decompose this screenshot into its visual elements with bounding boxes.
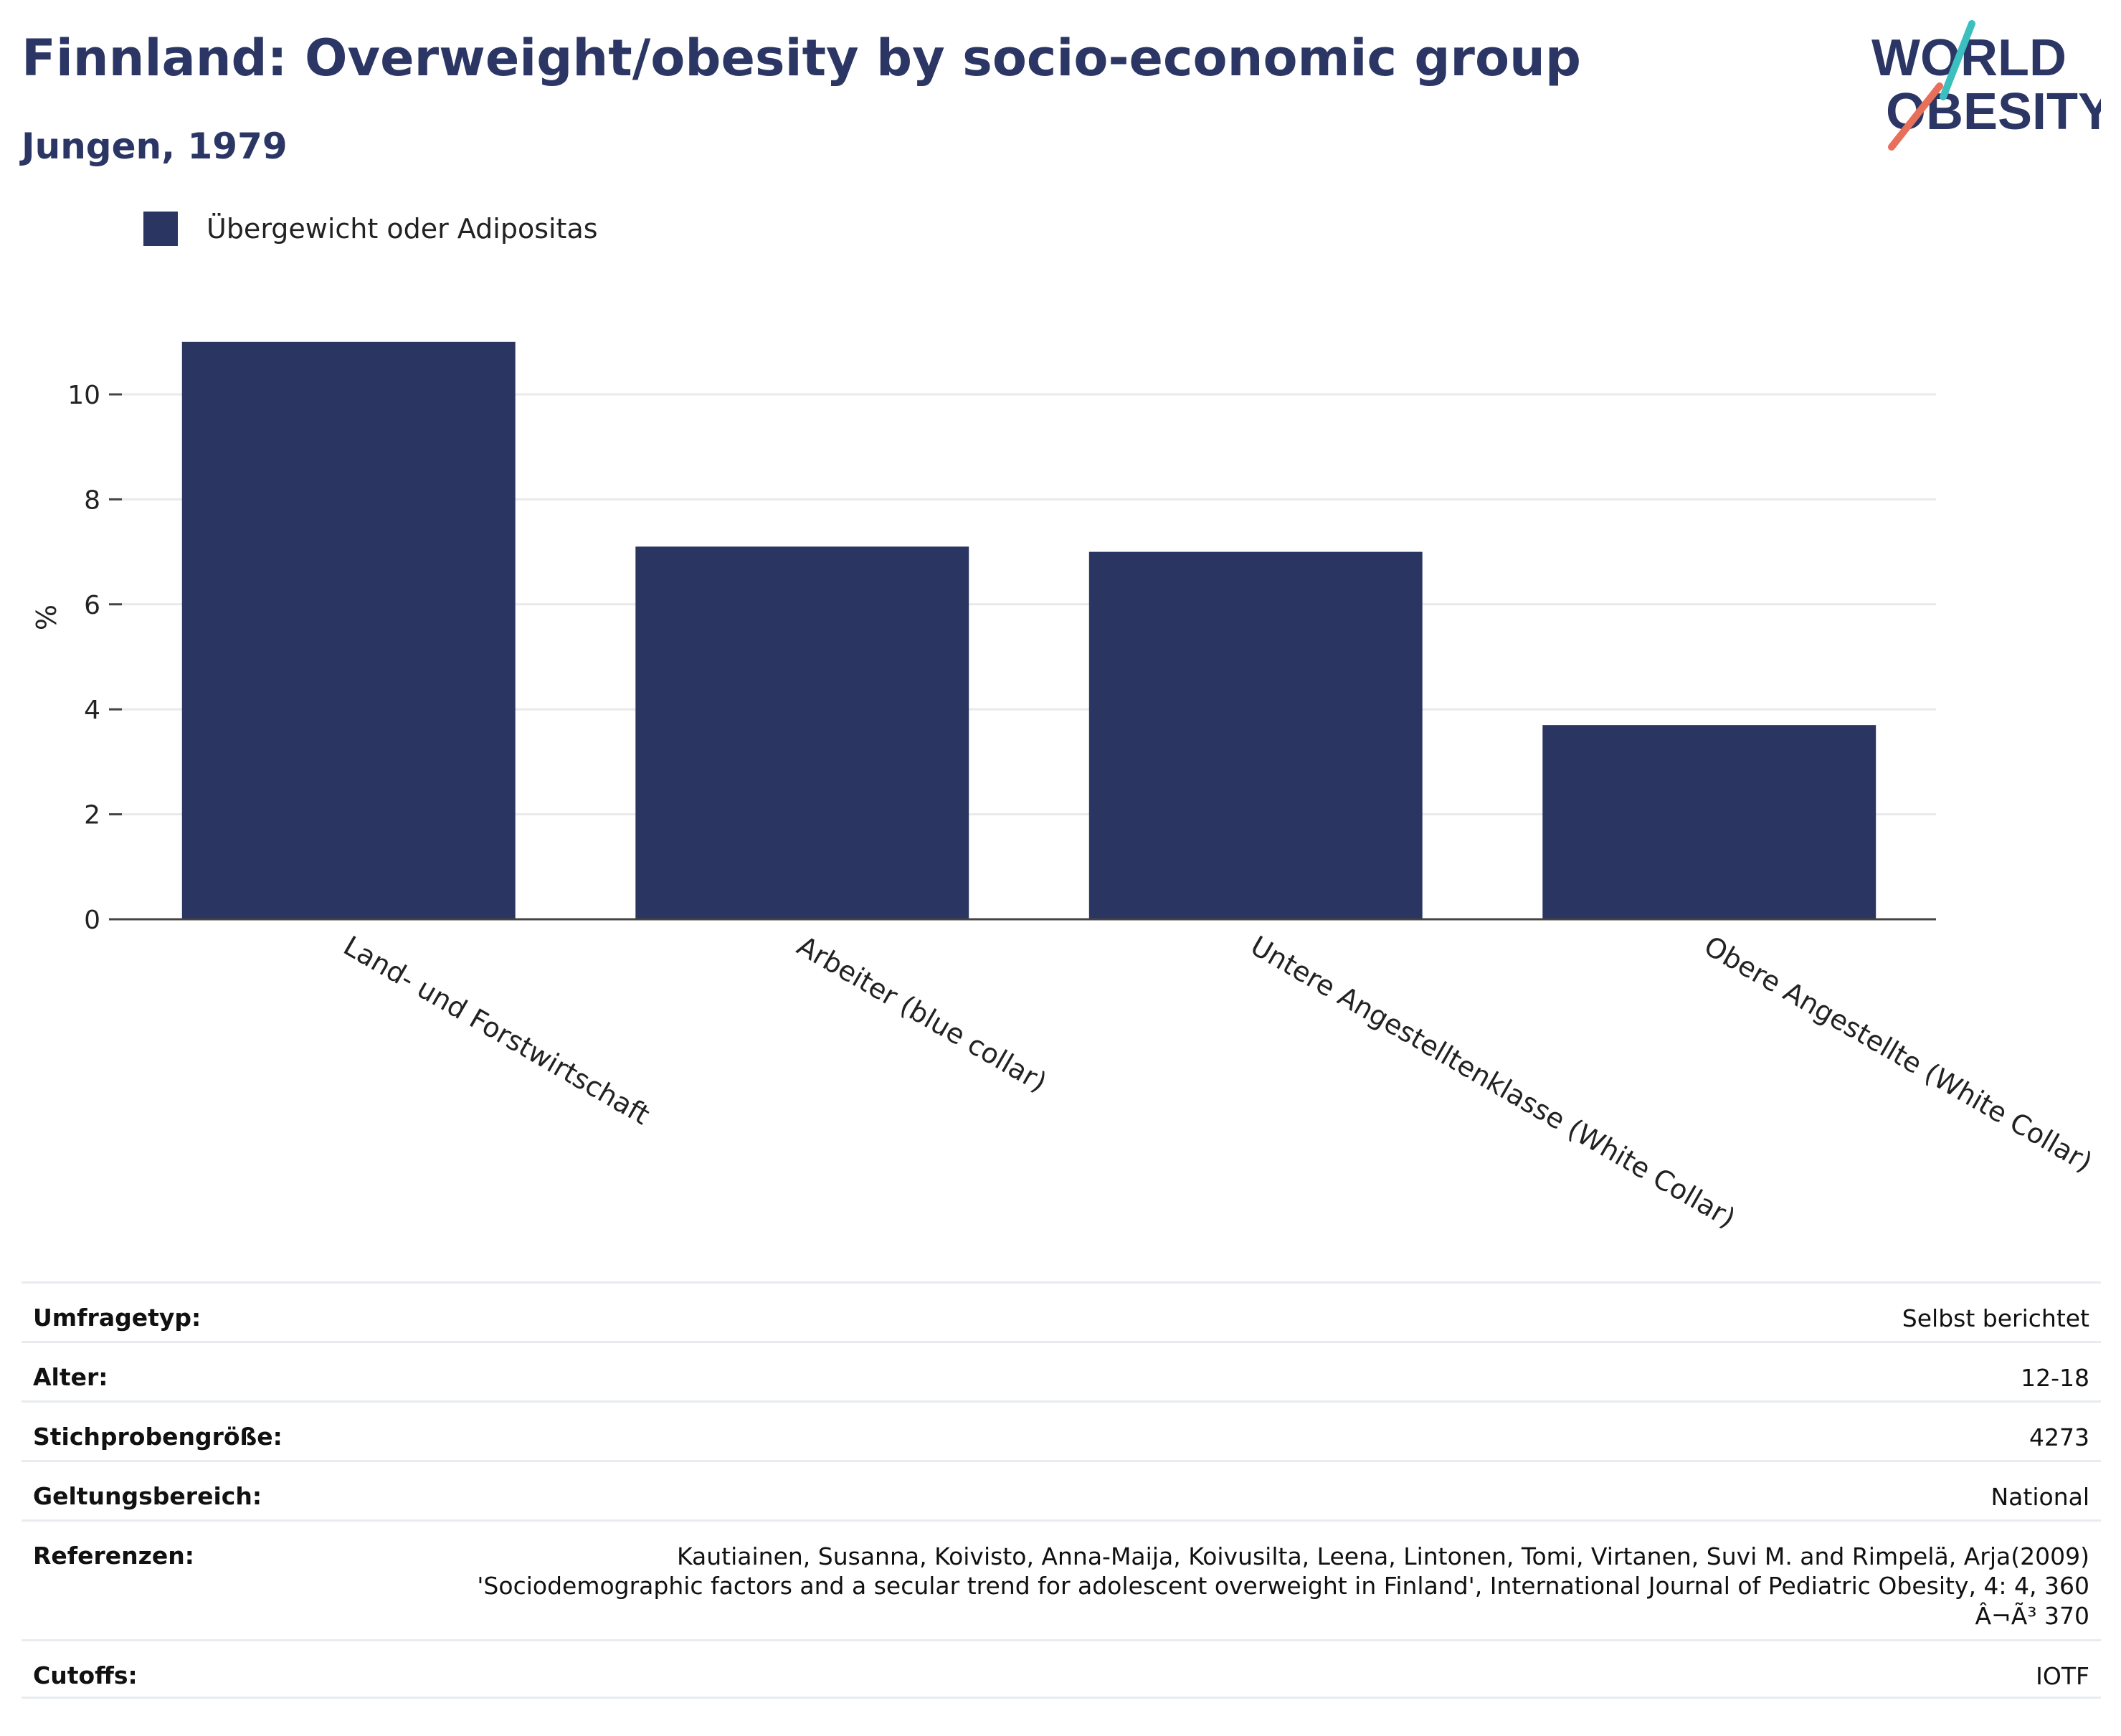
world-obesity-logo: WORLD OBESITY (1871, 20, 2101, 151)
x-tick-label: Untere Angestelltenklasse (White Collar) (1245, 930, 1741, 1234)
metadata-value: 4273 (2029, 1423, 2089, 1452)
x-tick-label: Arbeiter (blue collar) (792, 930, 1052, 1099)
bar (181, 341, 516, 919)
y-tick-label: 0 (84, 906, 100, 935)
metadata-row: Referenzen: Kautiainen, Susanna, Koivisto… (22, 1519, 2101, 1639)
metadata-row: Alter: 12-18 (22, 1341, 2101, 1400)
page-title: Finnland: Overweight/obesity by socio-ec… (22, 29, 1581, 87)
chart-legend[interactable]: Übergewicht oder Adipositas (143, 212, 598, 246)
metadata-value-line: 4273 (2029, 1423, 2089, 1451)
metadata-value: Kautiainen, Susanna, Koivisto, Anna-Maij… (477, 1542, 2089, 1631)
y-tick-label: 2 (84, 801, 100, 830)
metadata-row: Geltungsbereich: National (22, 1460, 2101, 1519)
metadata-value-line: National (1990, 1483, 2089, 1511)
metadata-label: Stichprobengröße: (33, 1423, 283, 1451)
metadata-value: Selbst berichtet (1902, 1304, 2089, 1333)
metadata-value: 12-18 (2021, 1363, 2089, 1393)
y-tick-label: 6 (84, 591, 100, 620)
page-subtitle: Jungen, 1979 (22, 125, 288, 167)
metadata-value-line: Â¬Ã³ 370 (1975, 1601, 2089, 1630)
bar (635, 546, 969, 919)
bar-chart: 0 2 4 6 8 10% Land- und Forstwirtschaft Arbeite… (31, 341, 2097, 1234)
metadata-label: Geltungsbereich: (33, 1482, 262, 1510)
metadata-row: Stichprobengröße: 4273 (22, 1400, 2101, 1460)
metadata-value-line: Kautiainen, Susanna, Koivisto, Anna-Maij… (676, 1542, 2089, 1570)
metadata-label: Cutoffs: (33, 1661, 138, 1689)
x-tick-label: Obere Angestellte (White Collar) (1699, 930, 2097, 1179)
legend-label: Übergewicht oder Adipositas (207, 213, 598, 245)
bar (1542, 725, 1876, 919)
y-axis-title: % (31, 604, 62, 630)
x-tick-label: Land- und Forstwirtschaft (338, 930, 655, 1131)
metadata-table: Umfragetyp: Selbst berichtet Alter: 12-18 St… (22, 1281, 2101, 1699)
metadata-value-line: 12-18 (2021, 1364, 2089, 1392)
logo-slash-teal (1940, 20, 1975, 100)
metadata-label: Umfragetyp: (33, 1304, 201, 1332)
logo-slash-coral (1888, 82, 1943, 151)
metadata-label: Alter: (33, 1363, 108, 1391)
bar (1088, 551, 1423, 919)
metadata-value: IOTF (2036, 1661, 2089, 1691)
metadata-row: Cutoffs: IOTF (22, 1639, 2101, 1699)
metadata-row: Umfragetyp: Selbst berichtet (22, 1281, 2101, 1341)
metadata-value: National (1990, 1482, 2089, 1512)
y-tick-label: 4 (84, 696, 100, 725)
y-tick-label: 8 (84, 485, 100, 515)
metadata-value-line: IOTF (2036, 1662, 2089, 1690)
metadata-value-line: 'Sociodemographic factors and a secular … (477, 1572, 2089, 1600)
metadata-value-line: Selbst berichtet (1902, 1304, 2089, 1332)
legend-swatch (143, 212, 178, 246)
metadata-label: Referenzen: (33, 1542, 194, 1570)
y-tick-label: 10 (67, 381, 100, 410)
